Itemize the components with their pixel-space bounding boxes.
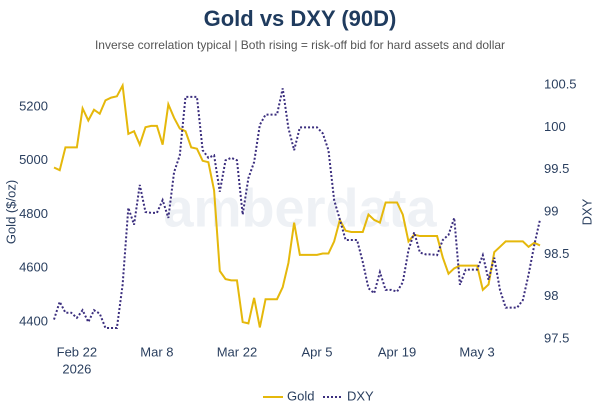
- x-tick-label: Apr 19: [378, 344, 416, 359]
- series-line: [53, 88, 541, 329]
- y2-tick-label: 100.5: [544, 76, 577, 91]
- y2-axis-title: DXY: [579, 198, 594, 225]
- x-tick-label: Mar 22: [217, 344, 257, 359]
- legend-label: Gold: [287, 388, 314, 403]
- y2-tick-label: 98.5: [544, 246, 569, 261]
- x-tick-label: Apr 5: [301, 344, 332, 359]
- x-tick-label: Mar 8: [140, 344, 173, 359]
- series-line: [53, 82, 541, 328]
- y2-tick-label: 99.5: [544, 161, 569, 176]
- y2-tick-label: 99: [544, 203, 558, 218]
- chart-title: Gold vs DXY (90D): [204, 6, 397, 31]
- y2-tick-label: 98: [544, 288, 558, 303]
- y-tick-label: 5000: [19, 152, 48, 167]
- x-tick-year: 2026: [62, 361, 91, 376]
- watermark: amberdata: [163, 178, 437, 238]
- y-axis-title: Gold ($/oz): [3, 180, 18, 244]
- y-tick-label: 5200: [19, 98, 48, 113]
- y-tick-label: 4800: [19, 206, 48, 221]
- x-tick-label: May 3: [459, 344, 494, 359]
- y2-tick-label: 100: [544, 119, 566, 134]
- y2-tick-label: 97.5: [544, 330, 569, 345]
- y-tick-label: 4400: [19, 314, 48, 329]
- legend-label: DXY: [347, 388, 374, 403]
- y-tick-label: 4600: [19, 260, 48, 275]
- chart-subtitle: Inverse correlation typical | Both risin…: [95, 38, 505, 52]
- x-tick-label: Feb 22: [57, 344, 97, 359]
